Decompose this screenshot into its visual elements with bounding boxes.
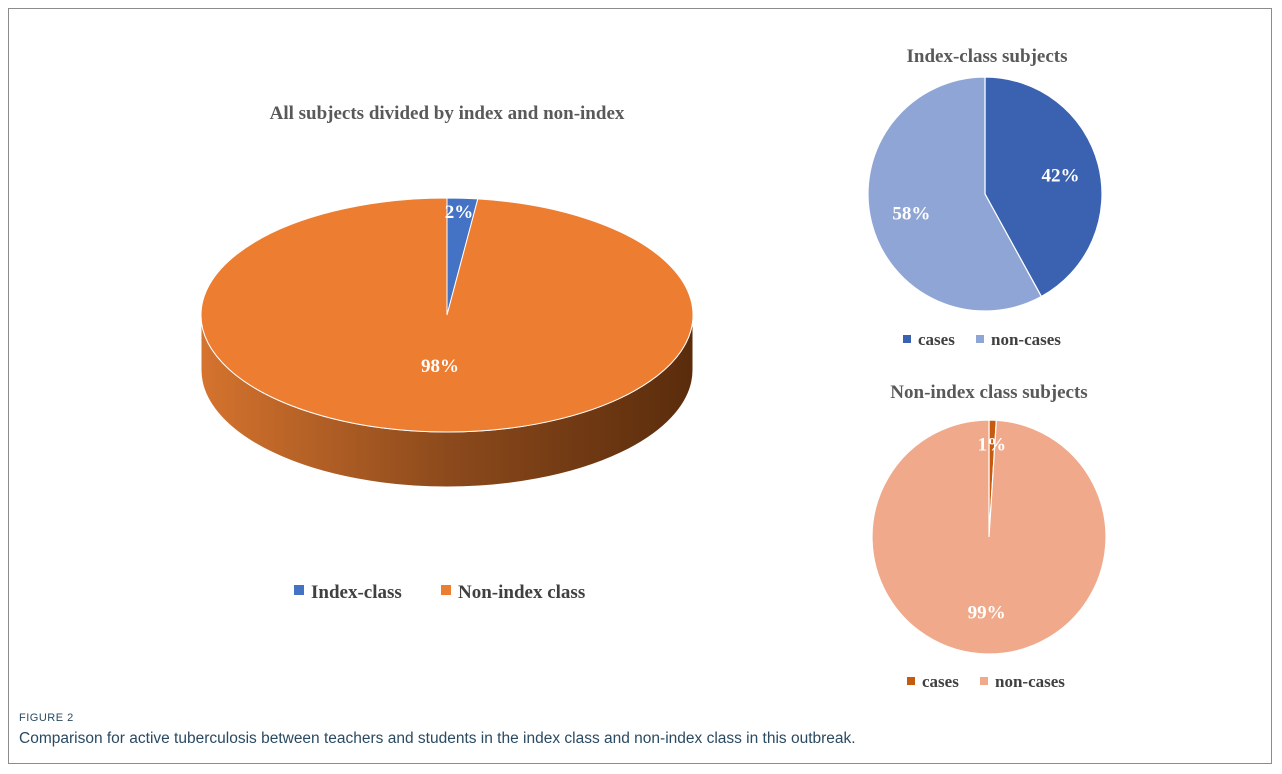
legend-swatch-non-cases [976, 335, 984, 343]
legend-label-non-index-class: Non-index class [458, 582, 585, 603]
figure-label: FIGURE 2 [19, 712, 74, 724]
chart-index-class: Index-class subjects 42% 58% cases non-ca… [867, 46, 1103, 349]
legend: Index-class Non-index class [294, 582, 585, 603]
legend-label-non-cases: non-cases [991, 330, 1061, 349]
legend-label-cases: cases [922, 672, 959, 691]
legend: cases non-cases [903, 330, 1061, 349]
pie-slice-non-index-class [200, 197, 694, 433]
chart-title: Index-class subjects [907, 46, 1068, 67]
legend-label-cases: cases [918, 330, 955, 349]
data-label: 98% [421, 356, 459, 377]
legend: cases non-cases [907, 672, 1065, 691]
data-label: 99% [968, 603, 1006, 624]
pie-slice-non-cases [871, 419, 1107, 655]
pie-slice-cases [984, 76, 1103, 298]
legend-label-index-class: Index-class [311, 582, 402, 603]
legend-label-non-cases: non-cases [995, 672, 1065, 691]
legend-swatch-cases [903, 335, 911, 343]
chart-non-index-class: Non-index class subjects 1% 99% cases non… [871, 382, 1107, 691]
figure-caption: Comparison for active tuberculosis betwe… [19, 730, 856, 747]
legend-swatch-index-class [294, 585, 304, 595]
data-label: 2% [445, 202, 474, 223]
data-label: 42% [1042, 165, 1080, 186]
data-label: 1% [978, 435, 1007, 456]
pie-slice-non-cases [867, 76, 1043, 312]
legend-swatch-non-cases [980, 677, 988, 685]
chart-all-subjects: All subjects divided by index and non-in… [200, 103, 694, 603]
legend-swatch-cases [907, 677, 915, 685]
legend-swatch-non-index-class [441, 585, 451, 595]
chart-title: All subjects divided by index and non-in… [270, 103, 625, 124]
data-label: 58% [892, 204, 930, 225]
chart-title: Non-index class subjects [890, 382, 1087, 403]
